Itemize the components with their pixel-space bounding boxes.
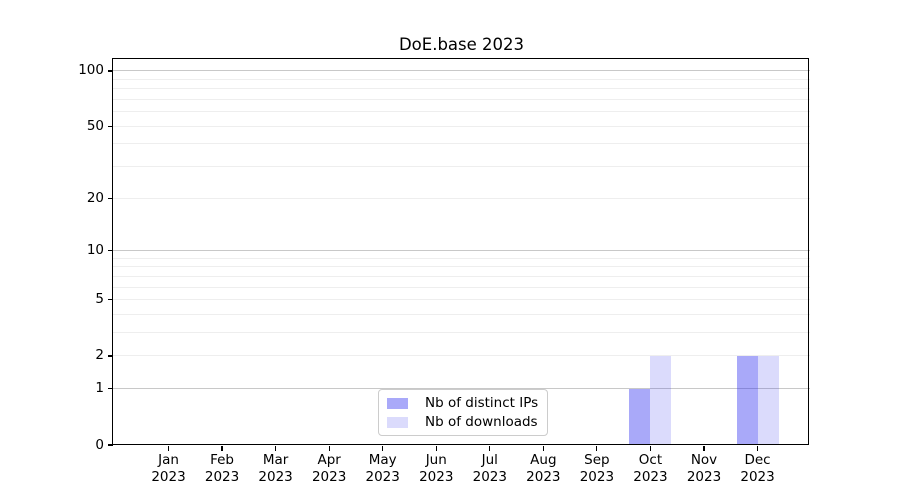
minor-gridline [113, 314, 810, 316]
x-tick-year: 2023 [579, 468, 615, 485]
bar-downloads [757, 355, 779, 445]
x-tick-month: Apr [317, 452, 341, 468]
bar-distinct-ips [736, 355, 758, 445]
bar-distinct-ips [629, 388, 651, 445]
x-tick-label: Sep 2023 [567, 452, 627, 485]
x-tick-mark [489, 445, 491, 451]
x-tick-mark [435, 445, 437, 451]
legend-swatch-downloads [387, 416, 408, 428]
x-tick-mark [649, 445, 652, 451]
legend-label-distinct-ips: Nb of distinct IPs [425, 395, 539, 411]
major-gridline [113, 250, 810, 252]
legend: Nb of distinct IPs Nb of downloads [378, 389, 549, 436]
y-tick-mark [107, 355, 113, 357]
x-tick-label: Jan 2023 [139, 452, 199, 485]
legend-item-distinct-ips: Nb of distinct IPs [387, 395, 538, 411]
y-tick-mark [107, 250, 113, 252]
x-tick-month: May [368, 452, 397, 468]
minor-gridline [113, 98, 810, 100]
minor-gridline [113, 257, 810, 259]
bar-downloads [650, 355, 672, 445]
x-tick-label: Oct 2023 [620, 452, 680, 485]
x-tick-month: Sep [584, 452, 610, 468]
y-tick-mark [107, 388, 113, 390]
x-tick-year: 2023 [472, 468, 507, 485]
minor-gridline [113, 332, 810, 334]
minor-gridline [113, 143, 810, 145]
y-tick-label: 1 [95, 380, 104, 397]
minor-gridline [113, 166, 810, 168]
x-tick-year: 2023 [204, 468, 240, 485]
minor-gridline [113, 88, 810, 90]
minor-gridline [113, 355, 810, 357]
x-tick-year: 2023 [526, 468, 561, 485]
y-tick-mark [107, 299, 113, 301]
y-tick-mark [107, 444, 113, 446]
x-tick-label: Feb 2023 [192, 452, 252, 485]
x-tick-month: Mar [262, 452, 289, 468]
minor-gridline [113, 266, 810, 268]
minor-gridline [113, 78, 810, 80]
x-tick-mark [328, 445, 330, 451]
x-tick-mark [382, 445, 384, 451]
minor-gridline [113, 111, 810, 113]
x-tick-year: 2023 [419, 468, 454, 485]
y-tick-label: 0 [95, 436, 104, 453]
y-tick-mark [107, 70, 113, 72]
x-tick-year: 2023 [365, 468, 400, 485]
legend-swatch-distinct-ips [387, 397, 408, 409]
x-tick-label: Aug 2023 [513, 452, 573, 485]
x-tick-mark [703, 445, 705, 451]
x-tick-year: 2023 [740, 468, 775, 485]
legend-label-downloads: Nb of downloads [425, 414, 538, 430]
x-tick-year: 2023 [686, 468, 722, 485]
x-tick-label: Apr 2023 [299, 452, 359, 485]
x-tick-mark [221, 445, 223, 451]
y-tick-label: 5 [95, 291, 104, 308]
x-tick-month: Jul [481, 452, 498, 468]
x-tick-month: Jun [425, 452, 447, 468]
x-tick-mark [756, 445, 759, 451]
x-tick-label: Dec 2023 [728, 452, 788, 485]
x-tick-mark [596, 445, 598, 451]
legend-item-downloads: Nb of downloads [387, 414, 538, 430]
x-tick-label: Jul 2023 [460, 452, 520, 485]
minor-gridline [113, 286, 810, 288]
x-tick-label: Jun 2023 [406, 452, 466, 485]
x-tick-year: 2023 [151, 468, 186, 485]
x-tick-year: 2023 [258, 468, 293, 485]
x-tick-mark [167, 445, 170, 451]
x-tick-month: Dec [744, 452, 771, 468]
x-tick-mark [542, 445, 544, 451]
minor-gridline [113, 275, 810, 277]
plot-area-border [112, 58, 809, 445]
y-tick-label: 20 [86, 189, 104, 206]
y-tick-mark [107, 125, 113, 127]
minor-gridline [113, 299, 810, 301]
major-gridline [113, 388, 810, 390]
x-tick-month: Nov [690, 452, 718, 468]
x-tick-mark [275, 445, 277, 451]
y-tick-label: 50 [86, 117, 104, 134]
y-tick-label: 2 [95, 347, 104, 364]
y-tick-label: 100 [78, 62, 104, 79]
x-tick-year: 2023 [311, 468, 347, 485]
chart-title: DoE.base 2023 [398, 35, 525, 54]
minor-gridline [113, 197, 810, 199]
y-tick-mark [107, 197, 113, 199]
minor-gridline [113, 125, 810, 127]
x-tick-month: Aug [530, 452, 557, 468]
x-tick-month: Oct [638, 452, 663, 468]
x-tick-label: Mar 2023 [246, 452, 306, 485]
major-gridline [113, 70, 810, 72]
x-tick-month: Jan [158, 452, 179, 468]
x-tick-year: 2023 [633, 468, 668, 485]
x-tick-label: May 2023 [353, 452, 413, 485]
y-tick-label: 10 [86, 242, 104, 259]
x-tick-month: Feb [210, 452, 234, 468]
x-tick-label: Nov 2023 [674, 452, 734, 485]
